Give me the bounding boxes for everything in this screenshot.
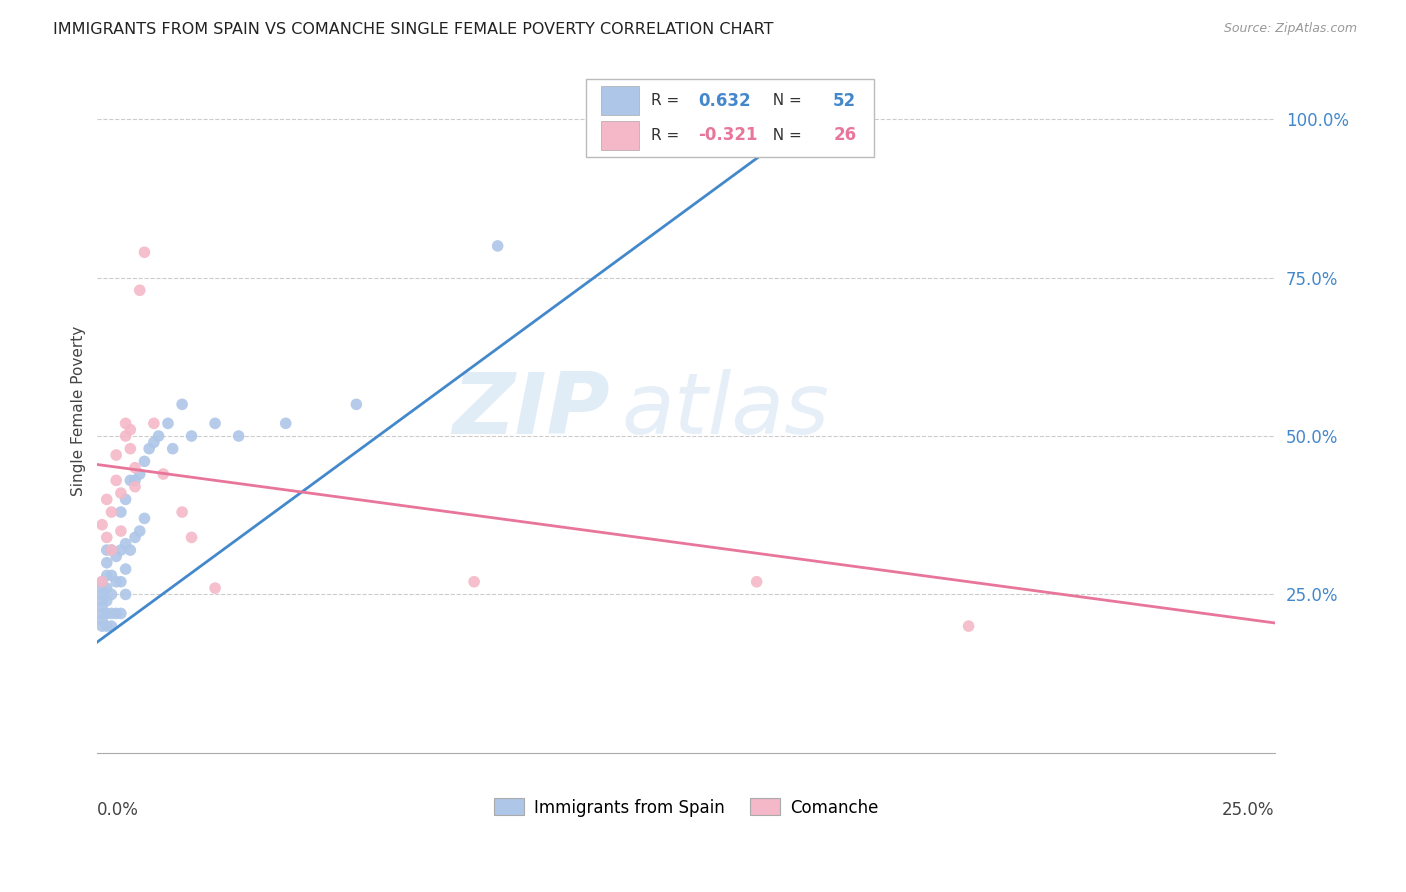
Point (96, 492, 118, 507)
Text: ZIP: ZIP (451, 369, 610, 452)
Point (138, 442, 160, 456)
Point (96, 607, 118, 621)
Y-axis label: Single Female Poverty: Single Female Poverty (72, 326, 86, 496)
Text: 0.632: 0.632 (697, 92, 751, 110)
Point (110, 486, 132, 500)
Point (96, 593, 118, 607)
Text: 52: 52 (834, 92, 856, 110)
Point (274, 417, 297, 431)
Point (228, 429, 250, 443)
Point (134, 454, 156, 468)
Text: Source: ZipAtlas.com: Source: ZipAtlas.com (1223, 22, 1357, 36)
Point (204, 417, 226, 431)
Point (91, 574, 114, 589)
Point (91, 574, 114, 589)
Point (957, 619, 980, 633)
Point (105, 474, 128, 488)
Point (110, 574, 132, 589)
Text: 26: 26 (834, 127, 856, 145)
Point (91, 607, 114, 621)
Point (142, 417, 165, 431)
Point (180, 530, 202, 544)
Point (105, 607, 128, 621)
Point (105, 549, 128, 564)
Point (172, 505, 194, 519)
Point (142, 435, 165, 450)
Point (156, 417, 179, 431)
Point (91, 600, 114, 615)
Point (105, 574, 128, 589)
Point (91, 593, 114, 607)
Point (124, 474, 146, 488)
Text: N =: N = (762, 94, 806, 108)
Point (162, 442, 184, 456)
Point (96, 556, 118, 570)
Point (148, 429, 170, 443)
Point (110, 505, 132, 519)
Point (172, 397, 194, 411)
Point (91, 613, 114, 627)
Point (134, 511, 156, 525)
Point (100, 619, 122, 633)
Bar (602, 87, 638, 115)
Point (91, 517, 114, 532)
Point (134, 245, 156, 260)
Text: R =: R = (651, 94, 683, 108)
Point (96, 530, 118, 544)
Legend: Immigrants from Spain, Comanche: Immigrants from Spain, Comanche (488, 792, 884, 823)
Bar (602, 121, 638, 150)
Point (120, 423, 142, 437)
Point (128, 283, 150, 297)
Text: N =: N = (762, 128, 806, 143)
Text: 0.0%: 0.0% (97, 801, 139, 819)
Point (105, 448, 128, 462)
Point (110, 543, 132, 558)
Point (100, 568, 122, 582)
Point (114, 417, 136, 431)
Point (100, 543, 122, 558)
Point (91, 587, 114, 601)
Point (120, 474, 142, 488)
Point (128, 524, 150, 538)
Point (128, 467, 150, 481)
Point (120, 543, 142, 558)
Point (100, 543, 122, 558)
Point (124, 480, 146, 494)
Point (114, 562, 136, 576)
Text: 25.0%: 25.0% (1222, 801, 1275, 819)
Point (486, 239, 509, 253)
Point (344, 397, 367, 411)
Point (152, 467, 174, 481)
Point (180, 429, 202, 443)
Point (100, 505, 122, 519)
Point (114, 429, 136, 443)
Point (96, 581, 118, 595)
Point (91, 619, 114, 633)
Point (114, 492, 136, 507)
Point (96, 619, 118, 633)
Point (124, 460, 146, 475)
Point (91, 581, 114, 595)
Point (463, 574, 485, 589)
Point (124, 530, 146, 544)
Point (96, 568, 118, 582)
Point (96, 543, 118, 558)
Point (114, 537, 136, 551)
Point (100, 587, 122, 601)
Text: IMMIGRANTS FROM SPAIN VS COMANCHE SINGLE FEMALE POVERTY CORRELATION CHART: IMMIGRANTS FROM SPAIN VS COMANCHE SINGLE… (53, 22, 773, 37)
Text: atlas: atlas (621, 369, 830, 452)
Text: R =: R = (651, 128, 683, 143)
Point (100, 607, 122, 621)
Text: -0.321: -0.321 (697, 127, 758, 145)
Point (110, 607, 132, 621)
FancyBboxPatch shape (586, 78, 875, 158)
Point (745, 574, 768, 589)
Point (651, 112, 673, 127)
Point (120, 442, 142, 456)
Point (110, 524, 132, 538)
Point (204, 581, 226, 595)
Point (114, 587, 136, 601)
